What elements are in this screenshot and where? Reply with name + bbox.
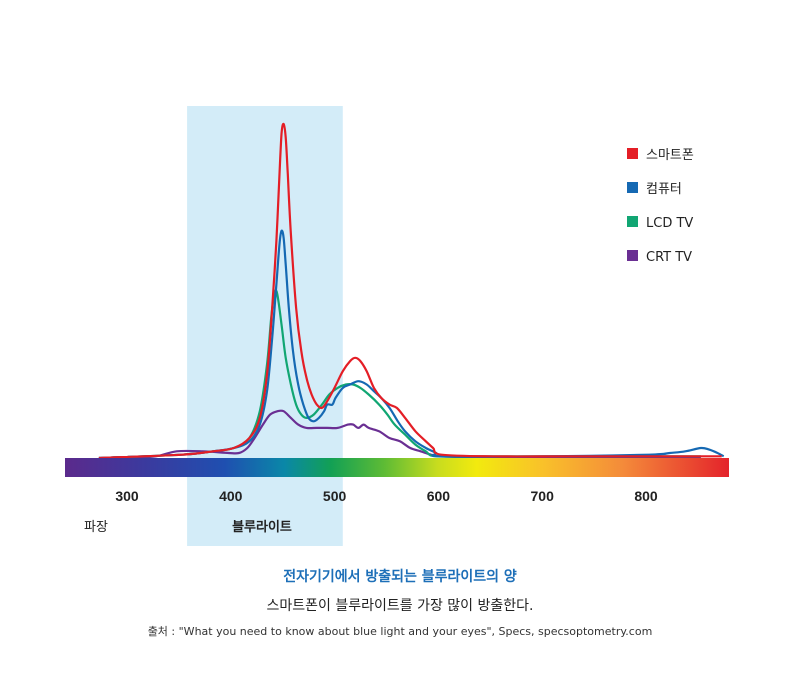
legend-label: 스마트폰 <box>646 148 694 163</box>
highlight-label: 블루라이트 <box>232 519 292 535</box>
x-tick-labels: 300 400 500 600 700 800 <box>115 488 658 504</box>
x-tick-label: 300 <box>115 488 139 504</box>
series-layer <box>98 122 725 460</box>
legend-swatch <box>627 250 638 261</box>
legend-label: 컴퓨터 <box>646 182 682 197</box>
caption-source: 출처 : "What you need to know about blue l… <box>147 625 653 638</box>
spectrum-color-bar <box>65 458 729 477</box>
caption-title: 전자기기에서 방출되는 블루라이트의 양 <box>283 569 517 585</box>
x-tick-label: 600 <box>427 488 451 504</box>
series-line-lcd-tv <box>98 289 701 460</box>
x-tick-label: 500 <box>323 488 347 504</box>
x-tick-label: 700 <box>531 488 555 504</box>
legend-swatch <box>627 216 638 227</box>
legend-swatch <box>627 182 638 193</box>
caption-subtitle: 스마트폰이 블루라이트를 가장 많이 방출한다. <box>266 598 534 614</box>
series-line-스마트폰 <box>98 122 722 460</box>
x-axis-label: 파장 <box>84 520 108 535</box>
blue-light-band <box>187 106 343 546</box>
legend-swatch <box>627 148 638 159</box>
x-tick-label: 400 <box>219 488 243 504</box>
legend-label: CRT TV <box>646 250 692 265</box>
legend-label: LCD TV <box>646 216 693 231</box>
x-tick-label: 800 <box>634 488 658 504</box>
